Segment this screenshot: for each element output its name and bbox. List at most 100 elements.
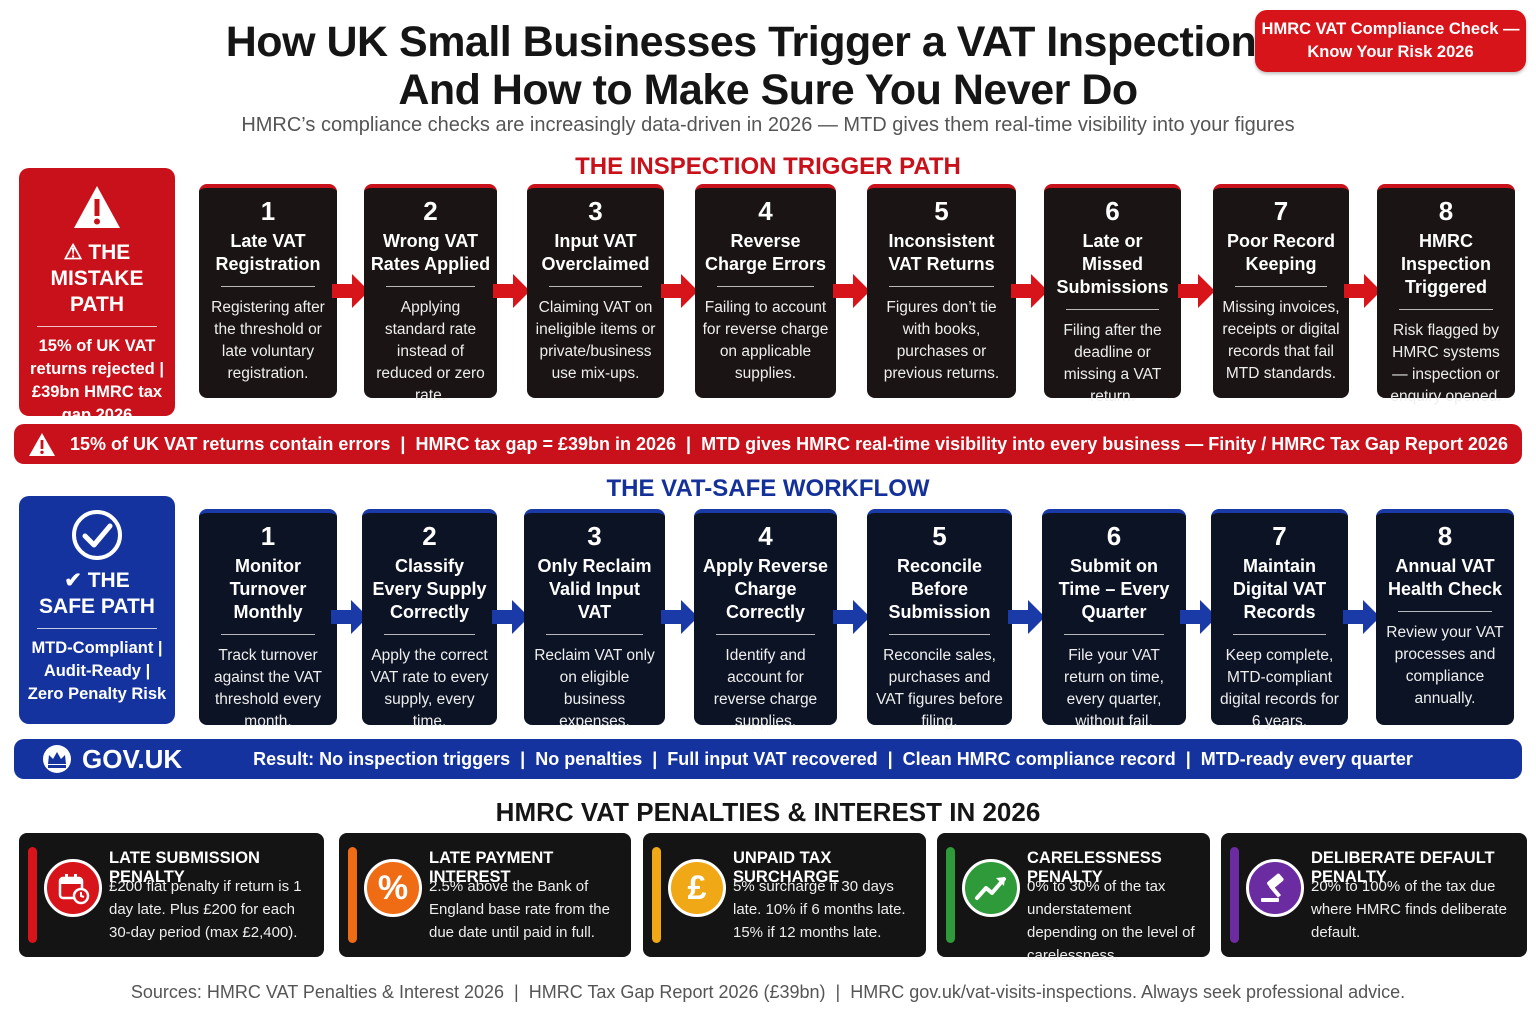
gavel-icon <box>1246 859 1304 917</box>
calendar-clock-icon <box>44 859 102 917</box>
step-description: Filing after the deadline or missing a V… <box>1063 322 1162 405</box>
trigger-step-card-5: 5 Inconsistent VAT Returns Figures don’t t… <box>867 184 1016 398</box>
step-description: Identify and account for reverse charge … <box>713 647 818 730</box>
step-number: 7 <box>1272 521 1287 551</box>
step-number: 4 <box>758 196 773 226</box>
penalty-description: 0% to 30% of the tax understatement depe… <box>1027 878 1195 964</box>
step-description: File your VAT return on time, every quar… <box>1064 647 1164 730</box>
step-number: 1 <box>260 521 276 551</box>
divider <box>384 634 475 635</box>
mistake-path-panel: ⚠ THE MISTAKE PATH 15% of UK VAT returns… <box>19 168 175 424</box>
step-description: Missing invoices, receipts or digital re… <box>1222 299 1340 382</box>
step-number: 6 <box>1106 521 1122 551</box>
title-line-1: How UK Small Businesses Trigger a VAT In… <box>225 18 1311 66</box>
flow-arrow-icon <box>1011 273 1049 314</box>
page-title: How UK Small Businesses Trigger a VAT In… <box>120 18 1416 114</box>
divider <box>1066 309 1159 310</box>
warning-icon <box>28 432 56 457</box>
result-text: Result: No inspection triggers | No pena… <box>253 748 1413 769</box>
accent-bar <box>28 847 37 943</box>
step-title: Apply Reverse Charge Correctly <box>702 556 829 622</box>
step-title: Late or Missed Submissions <box>1056 231 1169 297</box>
step-number: 2 <box>423 196 438 226</box>
step-title: Submit on Time – Every Quarter <box>1058 556 1170 622</box>
safe-workflow-heading: THE VAT-SAFE WORKFLOW <box>606 475 930 502</box>
step-title: Inconsistent VAT Returns <box>888 231 995 274</box>
icon-glyph: % <box>377 868 409 907</box>
penalty-title: DELIBERATE DEFAULT PENALTY <box>1311 849 1495 886</box>
mistake-path-title: ⚠ THE MISTAKE PATH <box>27 240 167 318</box>
step-title: Late VAT Registration <box>215 231 321 274</box>
trigger-step-card-6: 6 Late or Missed Submissions Filing after … <box>1044 184 1181 405</box>
trigger-step-card-1: 1 Late VAT Registration Registering after … <box>199 184 337 398</box>
mistake-title-line-1: ⚠ THE <box>63 241 131 264</box>
step-number: 6 <box>1105 196 1120 226</box>
step-title: Reconcile Before Submission <box>888 556 991 622</box>
step-title: Wrong VAT Rates Applied <box>370 231 491 274</box>
divider <box>1398 611 1492 612</box>
risk-badge: HMRC VAT Compliance Check — Know Your Ri… <box>1255 10 1526 72</box>
penalty-description: 5% surcharge if 30 days late. 10% if 6 m… <box>733 878 906 941</box>
gov-uk-logo: GOV.UK <box>40 739 182 779</box>
divider <box>37 628 157 629</box>
flow-arrow-icon <box>833 599 871 640</box>
safe-step-card-3: 3 Only Reclaim Valid Input VAT Reclaim VAT… <box>524 509 665 730</box>
step-number: 5 <box>932 521 947 551</box>
error-stats-banner: 15% of UK VAT returns contain errors | H… <box>14 424 1522 464</box>
safe-path-panel: ✔ THE SAFE PATH MTD-Compliant | Audit-Re… <box>19 496 175 724</box>
penalty-title: LATE SUBMISSION PENALTY <box>109 849 260 886</box>
step-number: 8 <box>1438 196 1454 226</box>
step-title: Input VAT Overclaimed <box>541 231 650 274</box>
step-title: Monitor Turnover Monthly <box>229 556 307 622</box>
pound-icon: £ <box>668 859 726 917</box>
step-number: 3 <box>588 196 603 226</box>
flow-arrow-icon <box>1008 599 1046 640</box>
step-description: Claiming VAT on ineligible items or priv… <box>535 299 656 382</box>
step-number: 5 <box>934 196 949 226</box>
penalty-card: % LATE PAYMENT INTEREST 2.5% above the Ban… <box>339 833 631 957</box>
percent-icon: % <box>364 859 422 917</box>
safe-step-card-6: 6 Submit on Time – Every Quarter File your… <box>1042 509 1186 730</box>
error-stats-text: 15% of UK VAT returns contain errors | H… <box>70 433 1508 454</box>
icon-glyph: £ <box>687 868 707 907</box>
step-description: Applying standard rate instead of reduce… <box>376 299 485 404</box>
safe-step-card-7: 7 Maintain Digital VAT Records Keep comple… <box>1211 509 1348 730</box>
flow-arrow-icon <box>1343 599 1381 640</box>
step-description: Apply the correct VAT rate to every supp… <box>370 647 489 730</box>
flow-arrow-icon <box>660 273 699 314</box>
step-title: HMRC Inspection Triggered <box>1400 231 1491 297</box>
safe-step-card-5: 5 Reconcile Before Submission Reconcile sa… <box>867 509 1012 730</box>
penalty-card: LATE SUBMISSION PENALTY £200 flat penalty… <box>19 833 324 957</box>
penalty-description: 20% to 100% of the tax due where HMRC fi… <box>1311 878 1507 941</box>
step-description: Track turnover against the VAT threshold… <box>214 647 322 730</box>
divider <box>889 634 990 635</box>
safe-step-card-1: 1 Monitor Turnover Monthly Track turnover … <box>199 509 337 730</box>
step-description: Risk flagged by HMRC systems — inspectio… <box>1390 322 1502 405</box>
divider <box>889 286 994 287</box>
flow-arrow-icon <box>491 599 530 640</box>
flow-arrow-icon <box>660 599 699 640</box>
flow-arrow-icon <box>1179 599 1218 640</box>
result-banner: GOV.UK Result: No inspection triggers | … <box>14 739 1522 779</box>
flow-arrow-icon <box>493 273 531 314</box>
mistake-title-line-2: MISTAKE PATH <box>50 267 144 316</box>
divider <box>549 286 642 287</box>
penalty-card: £ UNPAID TAX SURCHARGE 5% surcharge if 30 … <box>643 833 926 957</box>
safe-title-line-1: ✔ THE <box>64 569 130 592</box>
step-description: Registering after the threshold or late … <box>211 299 325 382</box>
step-title: Poor Record Keeping <box>1226 231 1336 274</box>
trigger-step-card-2: 2 Wrong VAT Rates Applied Applying standar… <box>364 184 497 404</box>
penalty-title: CARELESSNESS PENALTY <box>1027 849 1162 886</box>
penalty-description: 2.5% above the Bank of England base rate… <box>429 878 610 941</box>
step-number: 3 <box>587 521 602 551</box>
safe-step-card-2: 2 Classify Every Supply Correctly Apply th… <box>362 509 497 730</box>
accent-bar <box>946 847 955 943</box>
step-title: Classify Every Supply Correctly <box>372 556 487 622</box>
check-circle-icon <box>27 508 167 562</box>
gov-uk-label: GOV.UK <box>82 743 183 774</box>
page-subtitle: HMRC’s compliance checks are increasingl… <box>241 114 1295 136</box>
step-number: 8 <box>1437 521 1453 551</box>
step-description: Reconcile sales, purchases and VAT figur… <box>876 647 1003 730</box>
divider <box>717 286 814 287</box>
step-description: Failing to account for reverse charge on… <box>702 299 829 382</box>
